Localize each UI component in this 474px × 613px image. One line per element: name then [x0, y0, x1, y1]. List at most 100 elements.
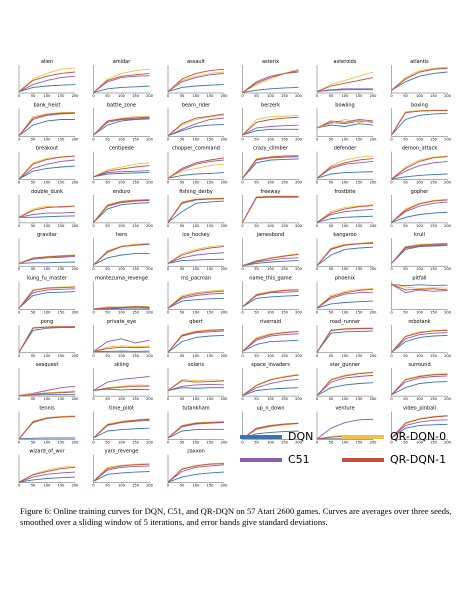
subplot-title: krull [414, 232, 425, 238]
x-tick-label: 150 [132, 484, 140, 488]
curve [167, 464, 225, 483]
curve [242, 155, 299, 179]
curve [167, 159, 225, 179]
x-tick-label: 0 [241, 267, 244, 271]
x-tick-label: 150 [430, 440, 438, 444]
subplot-title: berzerk [261, 102, 280, 108]
x-tick-label: 150 [207, 354, 215, 358]
curve [316, 241, 374, 266]
curve [167, 421, 225, 439]
x-tick-label: 150 [58, 224, 66, 228]
curve [93, 376, 150, 391]
subplot-title: jamesbond [256, 232, 285, 238]
x-tick-label: 150 [430, 181, 438, 185]
x-tick-label: 0 [390, 440, 393, 444]
curve [93, 427, 150, 439]
x-tick-label: 50 [254, 181, 259, 185]
curve [93, 346, 150, 352]
x-tick-label: 200 [221, 181, 229, 185]
curve [242, 114, 299, 136]
x-tick-label: 0 [18, 440, 21, 444]
curve [167, 71, 225, 92]
subplot-title: gravitar [37, 232, 58, 238]
curve [167, 383, 225, 391]
curve [18, 466, 76, 483]
curve [391, 375, 448, 396]
legend-label: QR-DQN-1 [390, 453, 446, 466]
x-tick-label: 150 [356, 224, 364, 228]
subplot-title: fishing_derby [179, 189, 213, 195]
curve [93, 202, 150, 223]
x-tick-label: 0 [241, 440, 244, 444]
x-tick-label: 150 [430, 137, 438, 141]
x-tick-label: 50 [180, 224, 185, 228]
x-tick-label: 100 [416, 181, 424, 185]
curve [167, 163, 225, 179]
subplot-title: video_pinball [403, 405, 436, 411]
x-tick-label: 100 [44, 311, 52, 315]
curve [93, 162, 150, 178]
subplot-title: battle_zone [107, 102, 136, 108]
x-tick-label: 200 [221, 484, 229, 488]
x-tick-label: 200 [72, 94, 80, 98]
x-tick-label: 100 [44, 440, 52, 444]
curve [93, 199, 150, 223]
x-tick-label: 200 [295, 354, 303, 358]
curve [167, 378, 225, 391]
x-tick-label: 100 [44, 137, 52, 141]
x-tick-label: 100 [342, 440, 350, 444]
curve [391, 198, 448, 223]
x-tick-label: 50 [254, 137, 259, 141]
x-tick-label: 50 [329, 267, 334, 271]
x-tick-label: 0 [390, 267, 393, 271]
curve [391, 332, 448, 353]
x-tick-label: 100 [267, 311, 275, 315]
x-tick-label: 50 [329, 354, 334, 358]
curve [391, 155, 448, 180]
curve [93, 116, 150, 136]
subplot-title: alien [41, 59, 53, 65]
x-tick-label: 150 [281, 181, 289, 185]
x-tick-label: 200 [444, 311, 452, 315]
subplot-title: kung_fu_master [27, 276, 68, 282]
subplot-title: boxing [411, 102, 428, 108]
x-tick-label: 100 [44, 94, 52, 98]
x-tick-label: 150 [356, 440, 364, 444]
subplot-title: freeway [261, 189, 281, 195]
curve [242, 257, 299, 267]
x-tick-label: 50 [254, 311, 259, 315]
x-tick-label: 100 [118, 311, 126, 315]
curve [316, 242, 374, 266]
x-tick-label: 50 [403, 354, 408, 358]
subplot-title: pong [41, 319, 54, 325]
x-tick-label: 100 [44, 397, 52, 401]
curve [18, 291, 76, 309]
curve [18, 71, 76, 92]
x-tick-label: 0 [241, 397, 244, 401]
x-tick-label: 200 [444, 397, 452, 401]
curve [242, 196, 299, 223]
x-tick-label: 200 [72, 224, 80, 228]
x-tick-label: 150 [207, 484, 215, 488]
curve [316, 71, 374, 93]
x-tick-label: 100 [193, 440, 201, 444]
x-tick-label: 0 [92, 94, 95, 98]
x-tick-label: 100 [267, 224, 275, 228]
x-tick-label: 200 [221, 311, 229, 315]
x-tick-label: 100 [267, 397, 275, 401]
curve [391, 67, 448, 91]
subplot-title: ice_hockey [182, 232, 209, 238]
subplot-title: breakout [36, 146, 58, 152]
x-tick-label: 0 [92, 267, 95, 271]
subplot-title: montezuma_revenge [95, 276, 148, 282]
curve [18, 471, 76, 483]
x-tick-label: 200 [146, 224, 154, 228]
x-tick-label: 100 [416, 440, 424, 444]
x-tick-label: 50 [31, 440, 36, 444]
x-tick-label: 100 [193, 484, 201, 488]
x-tick-label: 150 [430, 397, 438, 401]
curve [18, 155, 76, 180]
x-tick-label: 100 [267, 354, 275, 358]
curve [167, 289, 225, 309]
x-tick-label: 0 [316, 440, 319, 444]
